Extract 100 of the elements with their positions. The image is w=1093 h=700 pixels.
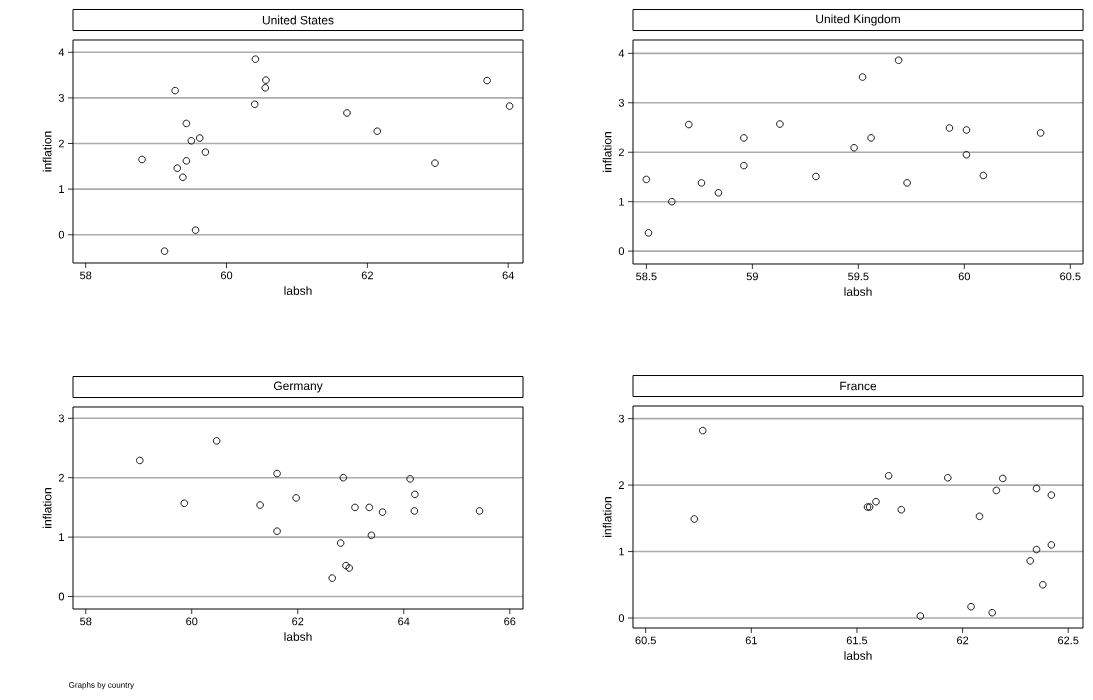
y-tick-label: 1 <box>59 185 64 193</box>
point <box>173 164 181 172</box>
y-tick-label: 1 <box>619 547 624 556</box>
x-tick-label: 61.5 <box>846 636 868 645</box>
point <box>884 472 893 480</box>
point <box>1026 557 1034 565</box>
point <box>196 134 204 142</box>
x-tick-label: 62.5 <box>1058 636 1079 645</box>
point <box>212 437 221 445</box>
x-tick-label: 60 <box>220 271 233 280</box>
chart-title: France <box>840 381 877 391</box>
point <box>411 490 419 499</box>
point <box>812 172 820 181</box>
point <box>345 564 353 572</box>
point <box>644 229 653 237</box>
x-tick-label: 61 <box>745 636 757 645</box>
point <box>273 469 281 478</box>
x-tick-label: 62 <box>361 271 373 280</box>
point <box>256 501 264 509</box>
point <box>505 102 514 110</box>
point <box>698 426 707 435</box>
point <box>373 127 381 135</box>
y-axis-title: inflation <box>42 131 52 172</box>
point <box>945 124 954 132</box>
point <box>668 197 676 206</box>
x-tick-label: 64 <box>398 617 410 626</box>
y-tick-label: 4 <box>58 48 65 57</box>
point <box>378 508 387 516</box>
point <box>136 456 144 465</box>
point <box>261 84 269 92</box>
y-tick-label: 2 <box>618 481 624 489</box>
chart-title: Germany <box>273 381 323 393</box>
point <box>903 179 911 187</box>
y-tick-label: 3 <box>58 94 64 102</box>
point <box>365 503 374 512</box>
point <box>475 507 484 515</box>
point <box>850 144 858 152</box>
y-tick-label: 0 <box>618 247 625 256</box>
y-tick-label: 0 <box>58 230 65 239</box>
point <box>690 515 699 523</box>
x-tick-label: 64 <box>502 271 515 280</box>
point <box>191 226 200 234</box>
point <box>138 155 146 164</box>
point <box>642 175 651 184</box>
y-tick-label: 3 <box>58 414 64 423</box>
x-tick-label: 60.5 <box>1060 272 1081 281</box>
x-tick-label: 60.5 <box>635 636 656 645</box>
x-tick-label: 58 <box>80 271 92 280</box>
point <box>944 474 952 482</box>
y-axis-title: inflation <box>602 132 612 172</box>
point <box>1047 541 1056 549</box>
point <box>992 486 1001 495</box>
x-tick-label: 58.5 <box>636 272 657 281</box>
x-tick-label: 66 <box>504 617 516 626</box>
point <box>180 499 189 507</box>
x-tick-label: 60 <box>186 617 198 626</box>
chart-title: United States <box>262 15 334 25</box>
y-tick-label: 2 <box>58 139 64 148</box>
x-axis-title: labsh <box>844 651 872 660</box>
point <box>339 473 348 482</box>
point <box>867 134 875 142</box>
y-tick-label: 3 <box>618 414 625 423</box>
x-tick-label: 62 <box>957 636 969 645</box>
point <box>967 602 975 611</box>
point <box>897 505 906 514</box>
point <box>351 503 359 512</box>
x-tick-label: 60 <box>958 272 970 281</box>
point <box>179 173 187 182</box>
point <box>962 126 971 134</box>
point <box>483 76 491 85</box>
y-axis-title: inflation <box>42 488 52 528</box>
point <box>343 109 351 117</box>
point <box>1032 545 1041 554</box>
point <box>740 134 748 142</box>
point <box>410 507 419 515</box>
point <box>328 574 336 582</box>
point <box>975 512 984 521</box>
y-tick-label: 0 <box>58 592 65 601</box>
point <box>1032 484 1041 493</box>
chart-title: United Kingdom <box>816 14 900 26</box>
x-axis-title: labsh <box>844 287 872 296</box>
x-tick-label: 58 <box>80 617 92 626</box>
point <box>406 475 414 483</box>
point <box>182 119 191 128</box>
x-tick-label: 59 <box>746 272 758 281</box>
point <box>273 527 281 535</box>
point <box>894 56 903 65</box>
point <box>872 497 880 506</box>
point <box>714 189 723 197</box>
point <box>201 148 210 156</box>
point <box>740 161 748 170</box>
point <box>697 179 706 187</box>
point <box>367 531 376 540</box>
point <box>776 120 784 128</box>
point <box>251 55 260 63</box>
y-tick-label: 3 <box>618 98 625 107</box>
point <box>979 171 988 180</box>
point <box>1039 581 1047 589</box>
y-tick-label: 2 <box>618 148 624 157</box>
point <box>262 76 270 84</box>
